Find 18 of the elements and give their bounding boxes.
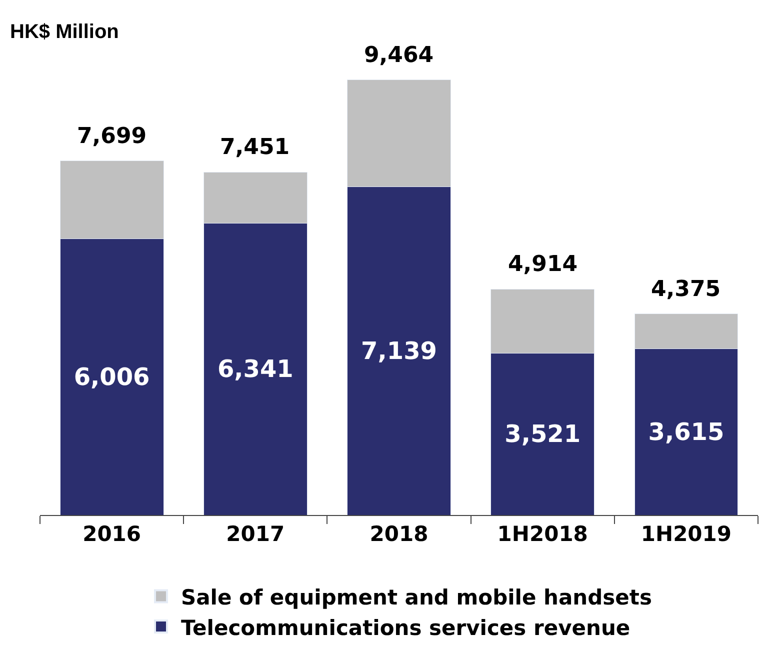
legend-label: Sale of equipment and mobile handsets [181,585,652,610]
x-tick-label: 1H2019 [640,522,732,546]
data-label: 7,139 [361,336,437,365]
data-label: 6,006 [74,362,150,391]
x-tick-label: 2017 [226,522,285,546]
total-label: 7,699 [77,124,147,149]
total-label: 4,914 [508,252,578,277]
total-label: 4,375 [651,277,721,302]
data-label: 3,521 [504,420,581,448]
x-tick-label: 1H2018 [497,522,588,546]
total-label: 7,451 [220,135,290,160]
x-tick-label: 2018 [370,522,428,546]
total-label: 9,464 [364,43,434,68]
legend-label: Telecommunications services revenue [181,616,630,640]
data-label: 3,615 [648,418,724,446]
data-label: 6,341 [217,355,294,384]
x-tick-label: 2016 [82,522,142,546]
y-axis-title: HK$ Million [10,21,119,43]
